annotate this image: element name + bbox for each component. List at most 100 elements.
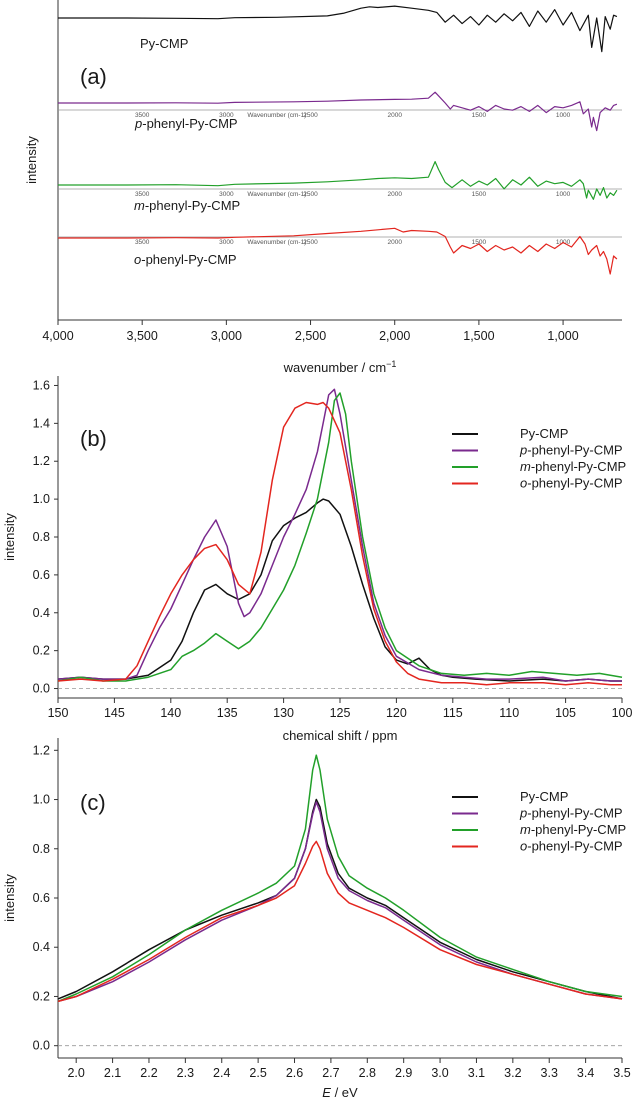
series-line-Py-CMP (58, 5, 618, 53)
x-axis-label: chemical shift / ppm (283, 728, 398, 743)
sub-axis-tick: 2000 (387, 191, 402, 198)
y-tick-label: 0.8 (33, 842, 50, 856)
sub-axis-tick: 2500 (303, 112, 318, 119)
x-tick-label: 140 (160, 706, 181, 720)
x-tick-label: 110 (499, 706, 519, 720)
x-tick-label: 1,000 (547, 329, 578, 343)
x-tick-label: 3.3 (541, 1066, 558, 1080)
x-tick-label: 1,500 (463, 329, 494, 343)
panel-label: (b) (80, 426, 107, 451)
legend-entry-Py-CMP: Py-CMP (520, 426, 568, 441)
y-tick-label: 1.0 (33, 492, 50, 506)
sub-axis-tick: 2500 (303, 191, 318, 198)
y-axis-label: intensity (24, 136, 39, 184)
y-tick-label: 1.2 (33, 743, 50, 757)
series-label-o-phenyl-Py-CMP: o-phenyl-Py-CMP (134, 252, 237, 267)
x-tick-label: 2.7 (322, 1066, 339, 1080)
y-tick-label: 0.2 (33, 989, 50, 1003)
sub-axis-label: Wavenumber (cm-1) (247, 112, 306, 119)
y-tick-label: 1.2 (33, 454, 50, 468)
x-axis-label: wavenumber / cm−1 (283, 359, 397, 375)
x-tick-label: 145 (104, 706, 125, 720)
x-tick-label: 105 (555, 706, 576, 720)
sub-axis-tick: 1500 (472, 239, 487, 246)
y-tick-label: 0.6 (33, 891, 50, 905)
x-tick-label: 100 (612, 706, 633, 720)
legend-entry-m-phenyl-Py-CMP: m-phenyl-Py-CMP (520, 459, 626, 474)
series-line-p-phenyl-Py-CMP (58, 91, 618, 132)
y-tick-label: 0.2 (33, 644, 50, 658)
sub-axis-label: Wavenumber (cm-1) (247, 191, 306, 198)
x-tick-label: 3.0 (431, 1066, 448, 1080)
legend-entry-p-phenyl-Py-CMP: p-phenyl-Py-CMP (519, 806, 623, 821)
y-axis-label: intensity (2, 874, 17, 922)
x-tick-label: 3.4 (577, 1066, 594, 1080)
x-tick-label: 2.2 (140, 1066, 157, 1080)
series-line-o-phenyl-Py-CMP (58, 227, 618, 275)
x-tick-label: 2.4 (213, 1066, 230, 1080)
panel-label: (c) (80, 790, 106, 815)
x-tick-label: 125 (330, 706, 351, 720)
series-label-Py-CMP: Py-CMP (140, 36, 188, 51)
series-line-p-phenyl-Py-CMP (57, 801, 623, 1003)
series-label-p-phenyl-Py-CMP: p-phenyl-Py-CMP (134, 116, 238, 131)
y-tick-label: 0.4 (33, 606, 50, 620)
x-tick-label: 2.1 (104, 1066, 121, 1080)
y-tick-label: 0.0 (33, 1039, 50, 1053)
sub-axis-tick: 1500 (472, 112, 487, 119)
legend-entry-p-phenyl-Py-CMP: p-phenyl-Py-CMP (519, 443, 623, 458)
sub-axis-tick: 3500 (135, 239, 150, 246)
legend-entry-Py-CMP: Py-CMP (520, 789, 568, 804)
sub-axis-tick: 1000 (556, 191, 571, 198)
series-line-m-phenyl-Py-CMP (58, 161, 618, 200)
x-tick-label: 2,500 (295, 329, 326, 343)
panel-label: (a) (80, 64, 107, 89)
sub-axis-tick: 2500 (303, 239, 318, 246)
series-line-o-phenyl-Py-CMP (57, 840, 623, 1003)
x-tick-label: 2.5 (249, 1066, 266, 1080)
x-tick-label: 130 (273, 706, 294, 720)
sub-axis-tick: 3500 (135, 112, 150, 119)
sub-axis-tick: 1000 (556, 112, 571, 119)
sub-axis-tick: 3000 (219, 191, 234, 198)
x-axis-label: E / eV (322, 1085, 358, 1100)
sub-axis-tick: 2000 (387, 112, 402, 119)
y-tick-label: 0.4 (33, 940, 50, 954)
panel-a-ftir: intensity 4,000 3,500 3,000 2,500 2,000 1,500 1… (24, 0, 622, 375)
x-tick-label: 3,000 (211, 329, 242, 343)
series-line-o-phenyl-Py-CMP (57, 401, 622, 686)
x-tick-label: 2.0 (67, 1066, 84, 1080)
x-tick-label: 2,000 (379, 329, 410, 343)
x-tick-label: 2.6 (286, 1066, 303, 1080)
x-tick-label: 3.2 (504, 1066, 521, 1080)
x-tick-label: 115 (443, 706, 463, 720)
x-tick-label: 4,000 (42, 329, 73, 343)
y-axis-label: intensity (2, 513, 17, 561)
y-tick-label: 0.6 (33, 568, 50, 582)
x-tick-label: 150 (48, 706, 69, 720)
y-tick-label: 0.8 (33, 530, 50, 544)
series-line-m-phenyl-Py-CMP (57, 392, 623, 682)
x-tick-label: 2.8 (359, 1066, 376, 1080)
x-tick-label: 3,500 (127, 329, 158, 343)
sub-axis-tick: 3500 (135, 191, 150, 198)
x-tick-label: 135 (217, 706, 238, 720)
y-tick-label: 1.6 (33, 378, 50, 392)
sub-axis-tick: 3000 (219, 112, 234, 119)
legend-entry-m-phenyl-Py-CMP: m-phenyl-Py-CMP (520, 822, 626, 837)
sub-axis-tick: 1500 (472, 191, 487, 198)
y-tick-label: 1.4 (33, 416, 50, 430)
series-label-m-phenyl-Py-CMP: m-phenyl-Py-CMP (134, 198, 240, 213)
panel-c-energy: 2.0 2.1 2.2 2.3 2.4 2.5 2.6 2.7 2.8 2.9 3.0 3.1 3.2 3… (2, 738, 631, 1100)
legend-entry-o-phenyl-Py-CMP: o-phenyl-Py-CMP (520, 839, 623, 854)
x-tick-label: 3.5 (613, 1066, 630, 1080)
series-line-m-phenyl-Py-CMP (57, 754, 623, 1003)
x-tick-label: 2.3 (177, 1066, 194, 1080)
legend-entry-o-phenyl-Py-CMP: o-phenyl-Py-CMP (520, 476, 623, 491)
panel-b-nmr: 150 145 140 135 130 125 120 115 110 105 100 0.0 0.2 0… (2, 376, 632, 743)
sub-axis-tick: 3000 (219, 239, 234, 246)
series-line-p-phenyl-Py-CMP (57, 388, 622, 682)
x-tick-label: 120 (386, 706, 407, 720)
x-tick-label: 2.9 (395, 1066, 412, 1080)
